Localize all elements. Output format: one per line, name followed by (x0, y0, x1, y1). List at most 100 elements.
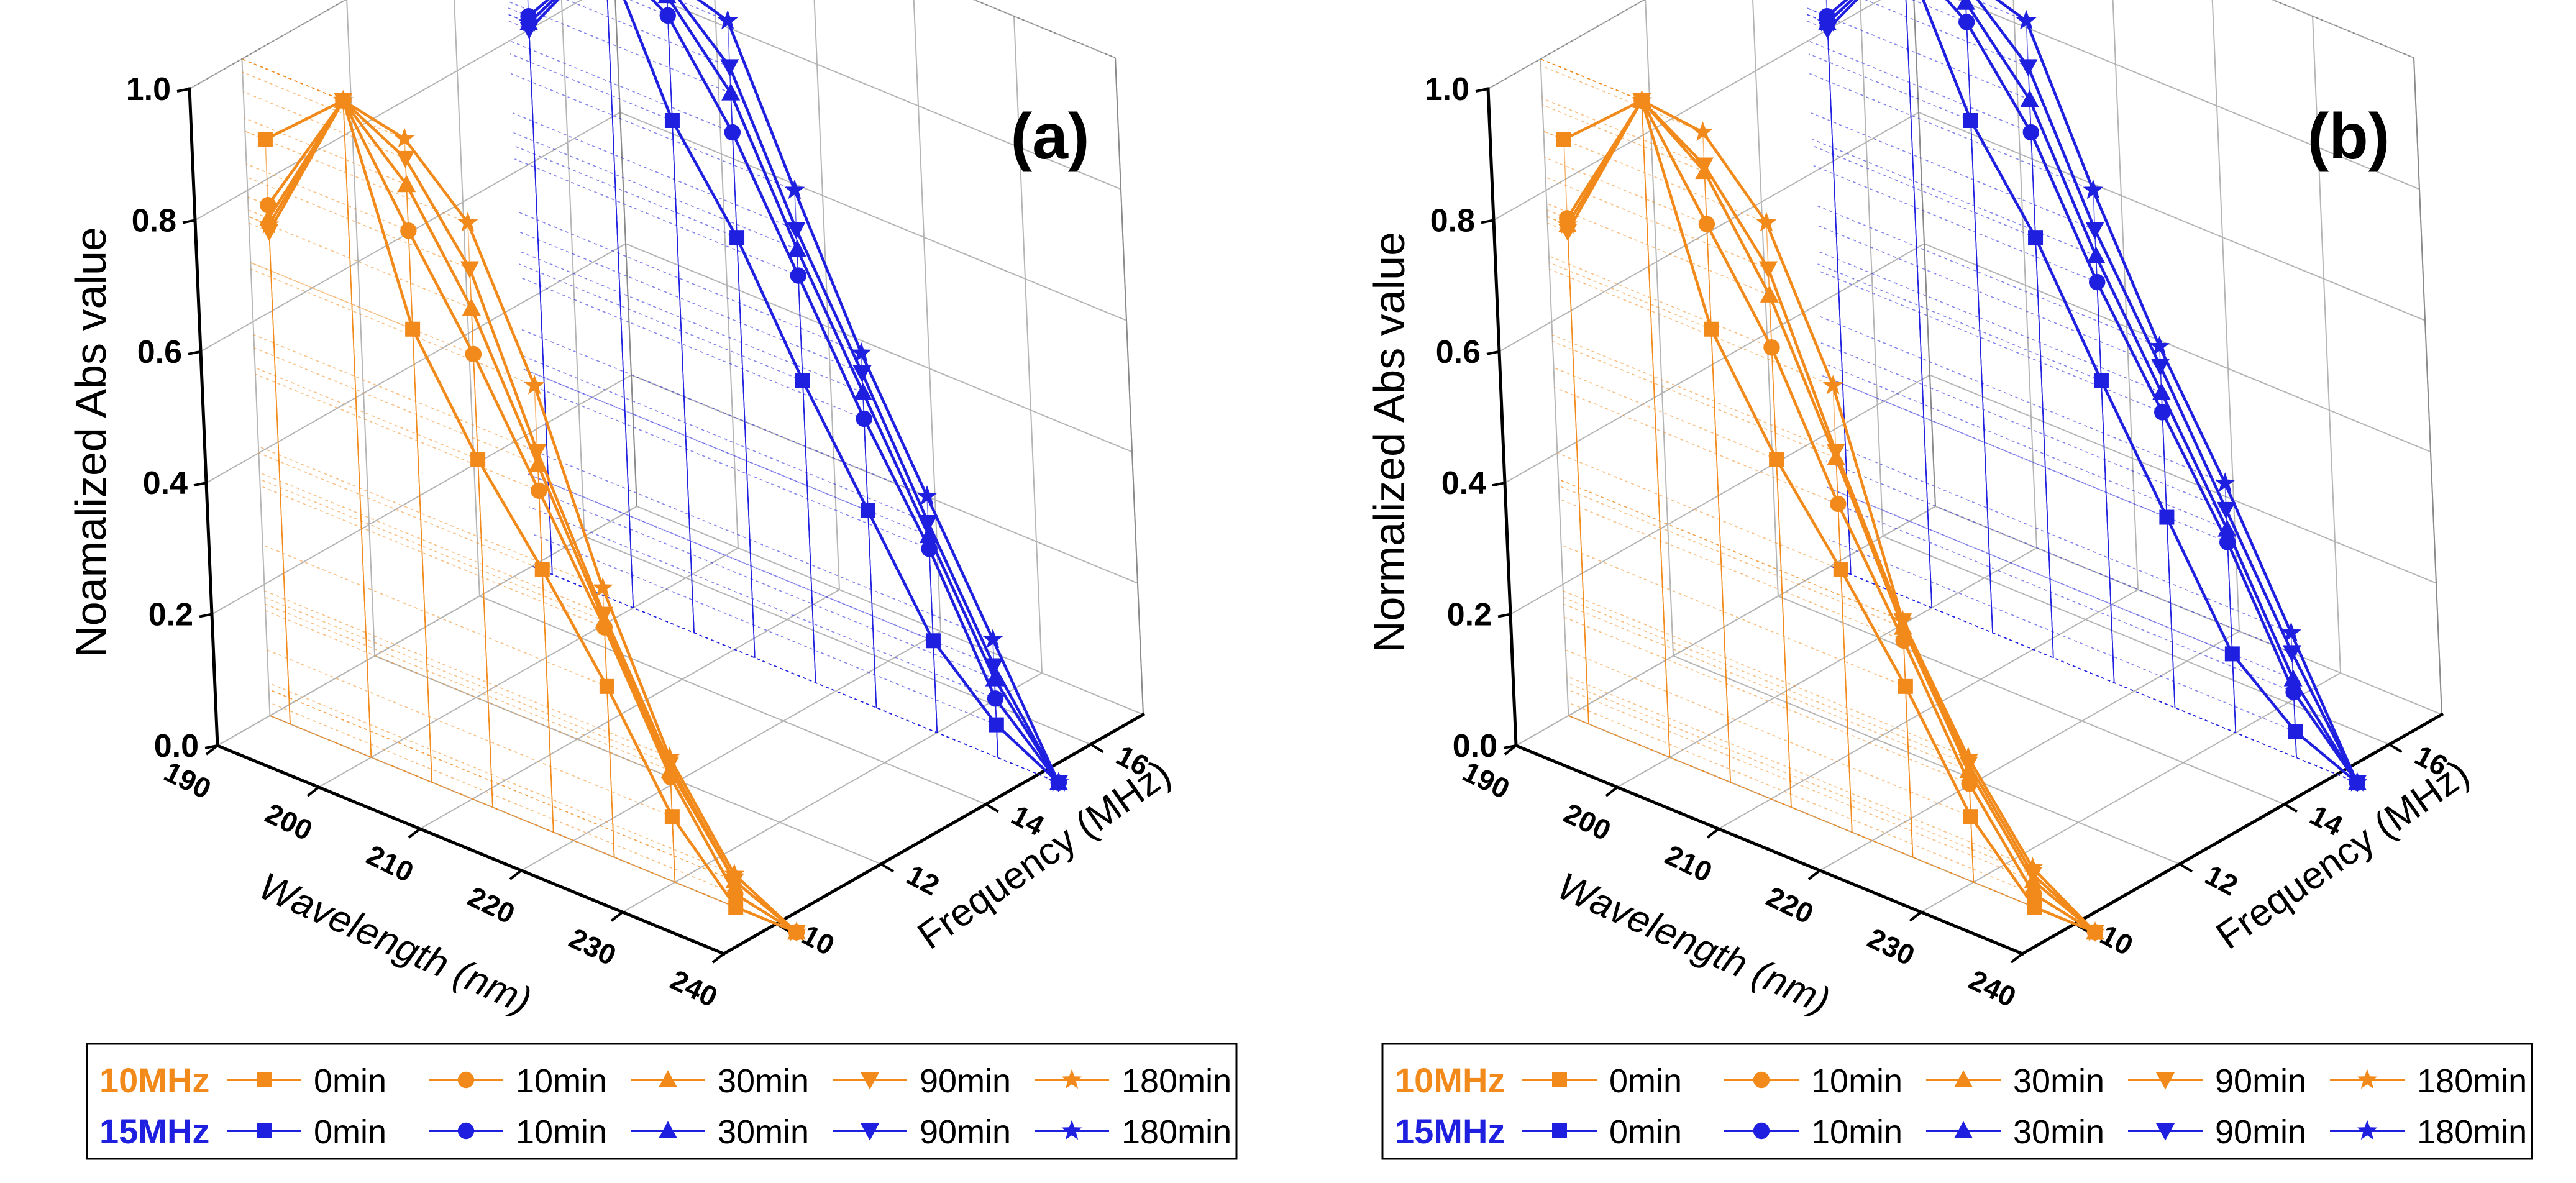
projection-line (1809, 73, 2094, 191)
z-axis-title: Noamalized Abs value (66, 227, 115, 657)
legend-group-label: 10MHz (1395, 1061, 1505, 1100)
data-point (982, 628, 1003, 649)
y-tick-mark (2179, 862, 2193, 873)
z-tick-mark (193, 482, 207, 487)
series-10MHz-180min (1540, 58, 2106, 941)
projection-line (521, 329, 928, 497)
legend-marker (457, 1122, 475, 1140)
z-tick-mark (1475, 88, 1489, 93)
x-tick-mark (610, 911, 624, 922)
drop-line (602, 588, 615, 857)
series-15MHz-30min (1806, 0, 2367, 790)
legend-entry: 30min (1926, 1113, 2104, 1151)
z-tick-mark (188, 350, 201, 355)
projection-line (1811, 112, 2095, 231)
x-tick-label: 240 (665, 963, 723, 1013)
drop-line (2093, 190, 2115, 683)
x-tick-mark (2010, 952, 2024, 964)
series-10MHz-180min (242, 58, 807, 941)
z-tick-label: 0.0 (1453, 728, 1497, 764)
projection-line (675, 0, 728, 22)
legend-entry: 0min (1522, 1113, 1682, 1151)
projection-line (1808, 53, 1971, 121)
data-point (2016, 10, 2037, 30)
legend-entry-label: 10min (516, 1113, 607, 1151)
panel-label: (b) (2308, 101, 2390, 173)
legend-entry: 10min (1724, 1062, 1902, 1100)
data-point (1756, 212, 1777, 232)
data-point (1892, 610, 1913, 630)
data-point (784, 179, 805, 199)
z-tick-label: 0.8 (132, 203, 176, 239)
legend-marker (861, 1123, 879, 1141)
projection-line (242, 71, 405, 139)
data-point (2281, 622, 2301, 642)
legend-entry: 180min (2330, 1113, 2527, 1151)
legend-entry-label: 0min (314, 1113, 386, 1151)
series-line (1566, 99, 2096, 934)
projection-line (1820, 342, 2227, 510)
legend-entry-label: 0min (314, 1062, 386, 1100)
y-tick-mark (985, 803, 999, 813)
projection-line (1540, 58, 1642, 101)
legend-marker (457, 1071, 475, 1089)
legend-entry-label: 30min (2013, 1062, 2104, 1100)
back-edge (1115, 57, 1144, 715)
z-gridline (200, 111, 1127, 352)
legend-marker (257, 1072, 272, 1087)
series-line (267, 99, 798, 934)
x-tick-mark (711, 952, 725, 964)
projection-line (270, 715, 797, 933)
z-axis-title: Normalized Abs value (1365, 232, 1414, 652)
data-point (1048, 772, 1069, 792)
series-15MHz-180min (508, 0, 1069, 792)
x-tick-mark (509, 869, 523, 880)
data-point (2149, 336, 2170, 355)
legend-entry-label: 10min (516, 1062, 607, 1100)
y-tick-label: 12 (2200, 859, 2244, 902)
data-point (260, 197, 276, 214)
legend-entry-label: 10min (1811, 1062, 1902, 1100)
projection-line (519, 263, 803, 381)
projection-line (509, 40, 733, 133)
legend-box (1381, 1043, 2533, 1160)
legend-entry: 90min (2128, 1113, 2306, 1151)
projection-line (1544, 157, 1707, 225)
x-tick-label: 240 (1964, 963, 2021, 1013)
series-10MHz-30min (242, 58, 806, 940)
legend-entry: 90min (2128, 1062, 2306, 1100)
z-tick-label: 0.4 (1441, 465, 1486, 501)
projection-line (1563, 603, 1970, 771)
projection-line (1812, 145, 2036, 238)
data-point (1692, 121, 1714, 141)
legend-entry: 180min (2330, 1062, 2527, 1100)
z-tick-label: 0.2 (148, 597, 193, 633)
series-line (264, 99, 797, 934)
projection-line (1568, 715, 2096, 933)
legend-entry-label: 30min (718, 1113, 809, 1151)
legend-entry-label: 0min (1609, 1062, 1682, 1100)
z-tick-label: 1.0 (126, 71, 171, 107)
projection-line (514, 158, 799, 276)
projection-line (508, 1, 731, 94)
projection-line (267, 649, 673, 817)
data-point (2022, 857, 2043, 877)
legend-group-label: 15MHz (1395, 1112, 1505, 1151)
back-edge (1913, 0, 1936, 507)
series-line (1826, 0, 2359, 783)
legend-entry-label: 90min (920, 1113, 1011, 1151)
legend-marker (659, 1070, 677, 1087)
x-gridline (1718, 0, 2139, 829)
drop-line (1641, 100, 1671, 757)
drop-line (2290, 633, 2297, 758)
legend-marker (2156, 1072, 2175, 1090)
back-edge (2413, 57, 2442, 715)
projection-line (1830, 565, 2358, 783)
drop-line (467, 222, 493, 808)
series-line (528, 0, 1060, 783)
z-gridline (1499, 111, 2426, 352)
data-point (2085, 921, 2106, 941)
series-15MHz-0min (509, 0, 1066, 790)
y-axis-title: Frequency (MHz) (2209, 752, 2477, 957)
x-tick-mark (1706, 828, 1720, 839)
